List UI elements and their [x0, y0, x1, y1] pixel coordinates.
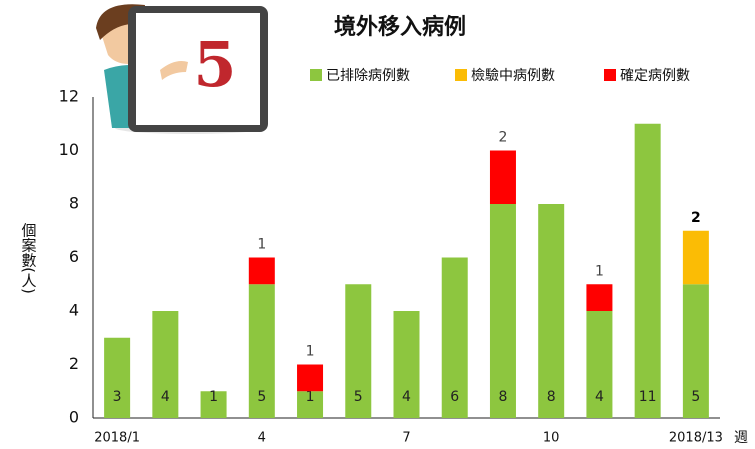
illustration: 5: [96, 4, 268, 134]
chart-title: 境外移入病例: [334, 14, 466, 40]
data-label: 1: [257, 237, 266, 253]
bar-segment: [249, 258, 275, 285]
legend-label: 已排除病例數: [326, 68, 410, 84]
data-label: 4: [402, 389, 411, 405]
data-label: 4: [595, 389, 604, 405]
data-label: 3: [113, 389, 122, 405]
data-label: 6: [450, 389, 459, 405]
data-label: 5: [257, 389, 266, 405]
legend-label: 確定病例數: [620, 68, 690, 84]
page: 5 境外移入病例 個案數(人) 週 024681012已排除病例數檢驗中病例數確…: [0, 0, 755, 449]
bar-segment: [635, 124, 661, 418]
data-label: 1: [306, 389, 315, 405]
y-tick-label: 12: [59, 87, 79, 106]
bar-segment: [586, 284, 612, 311]
y-tick-label: 0: [69, 408, 79, 427]
y-tick-label: 2: [69, 354, 79, 373]
data-label: 11: [639, 389, 657, 405]
legend-swatch: [455, 69, 467, 81]
legend-label: 檢驗中病例數: [471, 67, 555, 84]
legend-swatch: [604, 69, 616, 81]
bar-segment: [490, 151, 516, 205]
bar-segment: [538, 204, 564, 418]
data-label: 5: [354, 389, 363, 405]
x-tick-label: 2018/13: [669, 431, 723, 446]
y-tick-label: 8: [69, 194, 79, 213]
data-label: 8: [547, 389, 556, 405]
y-axis-label: 個案數(人): [20, 222, 38, 294]
data-label: 2: [499, 130, 508, 146]
bar-segment: [297, 365, 323, 392]
x-axis-label: 週: [734, 430, 748, 446]
bar-segment: [490, 204, 516, 418]
data-label: 1: [595, 263, 604, 279]
data-label: 1: [306, 344, 315, 360]
x-tick-label: 10: [543, 431, 560, 446]
bar-segment: [104, 338, 130, 418]
chart: 5 境外移入病例 個案數(人) 週 024681012已排除病例數檢驗中病例數確…: [0, 0, 755, 449]
y-tick-label: 4: [69, 301, 79, 320]
x-tick-label: 4: [258, 431, 266, 446]
y-tick-label: 6: [69, 247, 79, 266]
bar-segment: [683, 231, 709, 285]
x-tick-label: 2018/1: [94, 431, 140, 446]
data-label: 2: [691, 210, 701, 226]
data-label: 1: [209, 389, 218, 405]
data-label: 5: [691, 389, 700, 405]
data-label: 4: [161, 389, 170, 405]
data-label: 8: [499, 389, 508, 405]
legend-swatch: [310, 69, 322, 81]
y-tick-label: 10: [59, 140, 79, 159]
x-tick-label: 7: [402, 431, 410, 446]
badge: 5: [193, 28, 236, 101]
